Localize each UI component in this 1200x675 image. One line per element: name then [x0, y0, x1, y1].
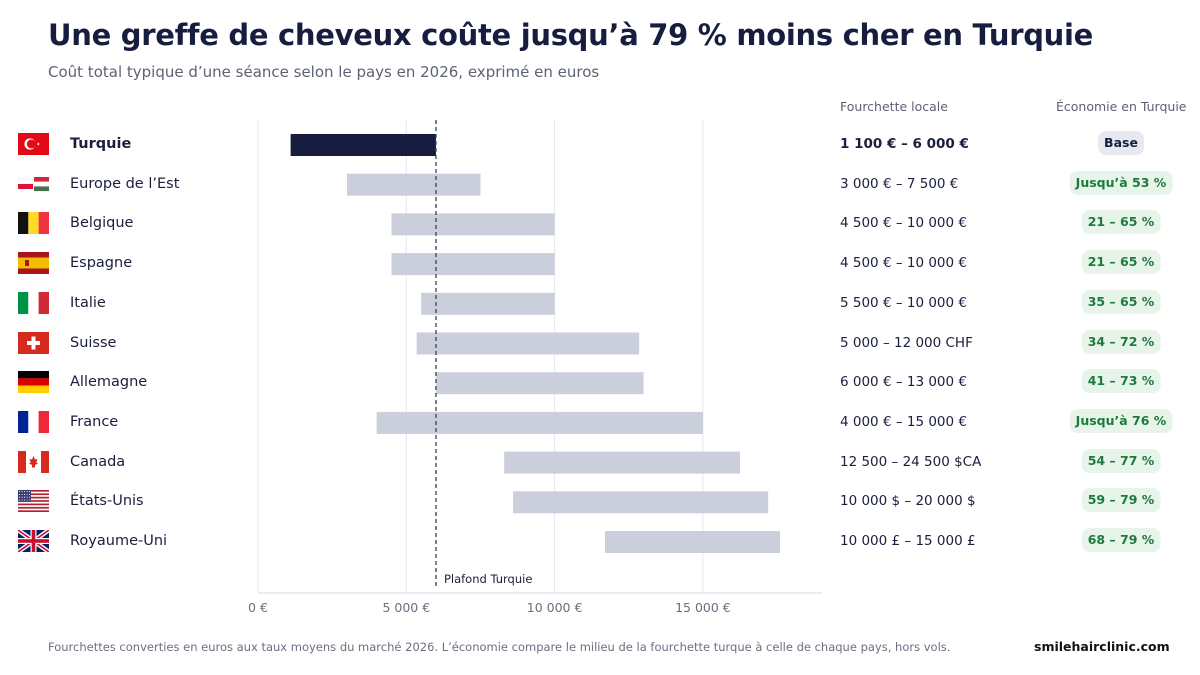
savings-badge: Jusqu’à 76 % [1069, 408, 1173, 433]
savings-badge: 68 – 79 % [1081, 528, 1161, 552]
country-row: Europe de l’Est 3 000 € – 7 500 € Jusqu’à … [0, 170, 1200, 200]
local-range-value: 4 000 € – 15 000 € [840, 413, 967, 430]
chart-subtitle: Coût total typique d’une séance selon le… [48, 63, 600, 81]
country-row: Italie 5 500 € – 10 000 € 35 – 65 % [0, 289, 1200, 319]
local-range-value: 4 500 € – 10 000 € [840, 255, 967, 272]
range-bar [421, 292, 555, 315]
country-label: Suisse [70, 334, 117, 351]
range-bar [416, 332, 640, 355]
country-label: France [70, 413, 119, 430]
local-range-header: Fourchette locale [840, 99, 948, 114]
local-range-value: 12 500 – 24 500 $CA [840, 453, 982, 470]
savings-header: Économie en Turquie [1056, 99, 1187, 114]
savings-badge: 54 – 77 % [1081, 448, 1161, 473]
range-bar [376, 411, 703, 434]
local-range-value: 10 000 $ – 20 000 $ [840, 493, 976, 510]
savings-badge: 41 – 73 % [1081, 369, 1161, 394]
country-label: Allemagne [70, 374, 148, 391]
country-label: Belgique [70, 215, 134, 232]
range-bar [391, 213, 555, 236]
country-label: Europe de l’Est [70, 175, 180, 192]
belgium-flag-icon [18, 212, 49, 235]
savings-badge: 34 – 72 % [1081, 329, 1161, 354]
country-row: Canada 12 500 – 24 500 $CA 54 – 77 % [0, 448, 1200, 478]
brand-link[interactable]: smilehairclinic.com [1034, 639, 1170, 654]
savings-badge: 59 – 79 % [1081, 488, 1161, 513]
range-bar [605, 531, 781, 553]
savings-badge: 35 – 65 % [1081, 289, 1161, 314]
switzerland-flag-icon [18, 331, 49, 354]
x-tick-label: 0 € [248, 600, 268, 615]
local-range-value: 5 500 € – 10 000 € [840, 294, 967, 311]
range-bar [504, 451, 740, 474]
chart-title: Une greffe de cheveux coûte jusqu’à 79 %… [48, 18, 1094, 52]
x-tick-label: 5 000 € [382, 600, 430, 615]
range-bar [391, 253, 555, 276]
france-flag-icon [18, 410, 49, 433]
turkey-flag-icon [18, 133, 49, 155]
italy-flag-icon [18, 291, 49, 314]
local-range-value: 10 000 £ – 15 000 £ [840, 533, 976, 549]
savings-badge: Jusqu’à 53 % [1069, 170, 1173, 195]
country-label: Espagne [70, 255, 133, 272]
country-row: France 4 000 € – 15 000 € Jusqu’à 76 % [0, 408, 1200, 438]
x-tick-label: 15 000 € [675, 600, 731, 615]
country-row: Belgique 4 500 € – 10 000 € 21 – 65 % [0, 209, 1200, 239]
country-row: États-Unis 10 000 $ – 20 000 $ 59 – 79 % [0, 487, 1200, 517]
country-row: Allemagne 6 000 € – 13 000 € 41 – 73 % [0, 368, 1200, 398]
local-range-value: 1 100 € – 6 000 € [840, 136, 969, 152]
country-label: Canada [70, 453, 126, 470]
range-bar [290, 134, 436, 156]
country-row: Espagne 4 500 € – 10 000 € 21 – 65 % [0, 249, 1200, 279]
country-row: Royaume-Uni 10 000 £ – 15 000 £ 68 – 79 % [0, 527, 1200, 557]
country-label: Turquie [70, 136, 132, 152]
country-row: Turquie 1 100 € – 6 000 € Base [0, 130, 1200, 160]
germany-flag-icon [18, 371, 49, 394]
footnote: Fourchettes converties en euros aux taux… [48, 640, 951, 654]
country-label: Royaume-Uni [70, 533, 168, 549]
poland-hungary-flags-icon [17, 173, 49, 195]
range-chart: 0 € 5 000 € 10 000 € 15 000 € Plafond Turqui… [248, 120, 822, 615]
uk-flag-icon [16, 528, 51, 554]
usa-flag-icon [18, 490, 49, 513]
range-bar [346, 173, 481, 196]
spain-flag-icon [18, 252, 49, 275]
local-range-value: 3 000 € – 7 500 € [840, 175, 959, 192]
country-label: Italie [70, 294, 106, 311]
savings-badge: 21 – 65 % [1081, 210, 1161, 235]
x-tick-label: 10 000 € [527, 600, 583, 615]
local-range-value: 4 500 € – 10 000 € [840, 215, 967, 232]
local-range-value: 5 000 – 12 000 CHF [840, 334, 973, 351]
range-bar [435, 372, 644, 395]
country-row: Suisse 5 000 – 12 000 CHF 34 – 72 % [0, 329, 1200, 359]
canada-flag-icon [18, 450, 49, 473]
local-range-value: 6 000 € – 13 000 € [840, 374, 967, 391]
base-badge: Base [1098, 131, 1144, 155]
country-label: États-Unis [70, 493, 144, 510]
range-bar [513, 491, 769, 514]
savings-badge: 21 – 65 % [1081, 250, 1161, 275]
reference-line-label: Plafond Turquie [444, 572, 532, 586]
